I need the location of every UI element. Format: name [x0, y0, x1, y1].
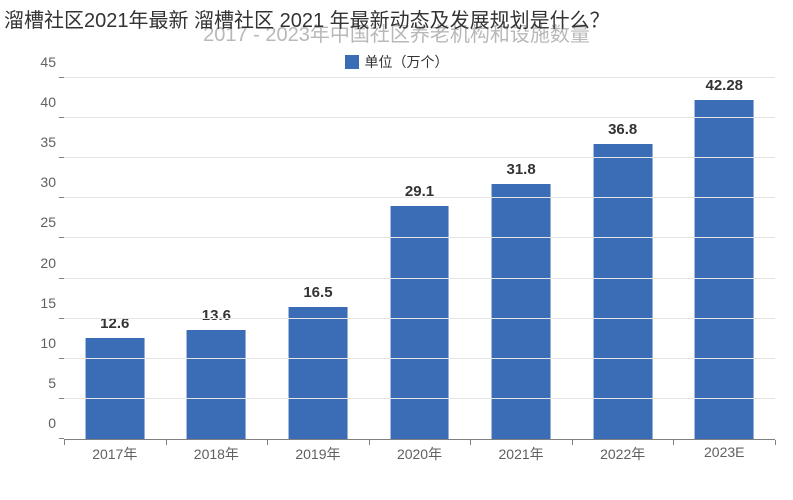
gridline: [64, 77, 775, 78]
bar-slot: 42.28: [673, 78, 775, 439]
bar: 13.6: [187, 330, 246, 439]
xtick-label: 2019年: [267, 440, 369, 462]
xtick-mark: [470, 440, 471, 445]
page-title: 溜槽社区2021年最新 溜槽社区 2021 年最新动态及发展规划是什么？: [4, 4, 789, 33]
gridline: [64, 157, 775, 158]
gridline: [64, 278, 775, 279]
gridline: [64, 318, 775, 319]
gridline: [64, 358, 775, 359]
bar: 16.5: [288, 307, 347, 439]
plot-area: 12.613.616.529.131.836.842.28 0510152025…: [64, 78, 775, 440]
bars-container: 12.6 13.6 16.5 29.1 31.8 36.8 42.28: [64, 78, 775, 439]
ytick-mark: [59, 318, 64, 319]
xtick-mark: [64, 440, 65, 445]
ytick-mark: [59, 77, 64, 78]
bar-slot: 31.8: [470, 78, 572, 439]
ytick-mark: [59, 438, 64, 439]
ytick-label: 15: [40, 295, 56, 311]
bar-value-label: 16.5: [303, 284, 332, 301]
xtick-mark: [369, 440, 370, 445]
gridline: [64, 197, 775, 198]
xtick-label: 2023E: [673, 440, 775, 462]
bar: 29.1: [390, 206, 449, 439]
ytick-label: 0: [48, 415, 56, 431]
xtick-mark: [673, 440, 674, 445]
bar-value-label: 42.28: [705, 77, 743, 94]
bar-value-label: 31.8: [506, 161, 535, 178]
bar-value-label: 36.8: [608, 121, 637, 138]
xtick-mark: [775, 440, 776, 445]
legend-label: 单位（万个）: [365, 52, 449, 72]
xtick-mark: [267, 440, 268, 445]
bar: 42.28: [695, 100, 754, 439]
ytick-label: 35: [40, 134, 56, 150]
legend: 单位（万个）: [0, 52, 793, 72]
ytick-label: 10: [40, 335, 56, 351]
ytick-mark: [59, 237, 64, 238]
bar-value-label: 13.6: [202, 307, 231, 324]
gridline: [64, 398, 775, 399]
bar: 12.6: [85, 338, 144, 439]
legend-swatch: [345, 55, 359, 69]
ytick-label: 5: [48, 375, 56, 391]
gridline: [64, 237, 775, 238]
ytick-mark: [59, 358, 64, 359]
ytick-label: 20: [40, 255, 56, 271]
ytick-mark: [59, 197, 64, 198]
bar-slot: 16.5: [267, 78, 369, 439]
xtick-mark: [572, 440, 573, 445]
xtick-label: 2022年: [572, 440, 674, 462]
bar-slot: 29.1: [369, 78, 471, 439]
x-axis: 2017年2018年2019年2020年2021年2022年2023E: [64, 440, 775, 462]
chart-area: 12.6 13.6 16.5 29.1 31.8 36.8 42.28 0 5 10 15 20 25…: [42, 78, 775, 462]
ytick-label: 30: [40, 174, 56, 190]
xtick-label: 2017年: [64, 440, 166, 462]
bar: 31.8: [492, 184, 551, 439]
bar-slot: 36.8: [572, 78, 674, 439]
xtick-label: 2021年: [470, 440, 572, 462]
bar-slot: 13.6: [166, 78, 268, 439]
xtick-mark: [166, 440, 167, 445]
bar: 36.8: [593, 144, 652, 439]
ytick-mark: [59, 157, 64, 158]
xtick-label: 2020年: [369, 440, 471, 462]
ytick-mark: [59, 278, 64, 279]
ytick-mark: [59, 398, 64, 399]
bar-slot: 12.6: [64, 78, 166, 439]
ytick-label: 40: [40, 94, 56, 110]
xtick-label: 2018年: [166, 440, 268, 462]
ytick-label: 25: [40, 214, 56, 230]
ytick-mark: [59, 117, 64, 118]
gridline: [64, 117, 775, 118]
